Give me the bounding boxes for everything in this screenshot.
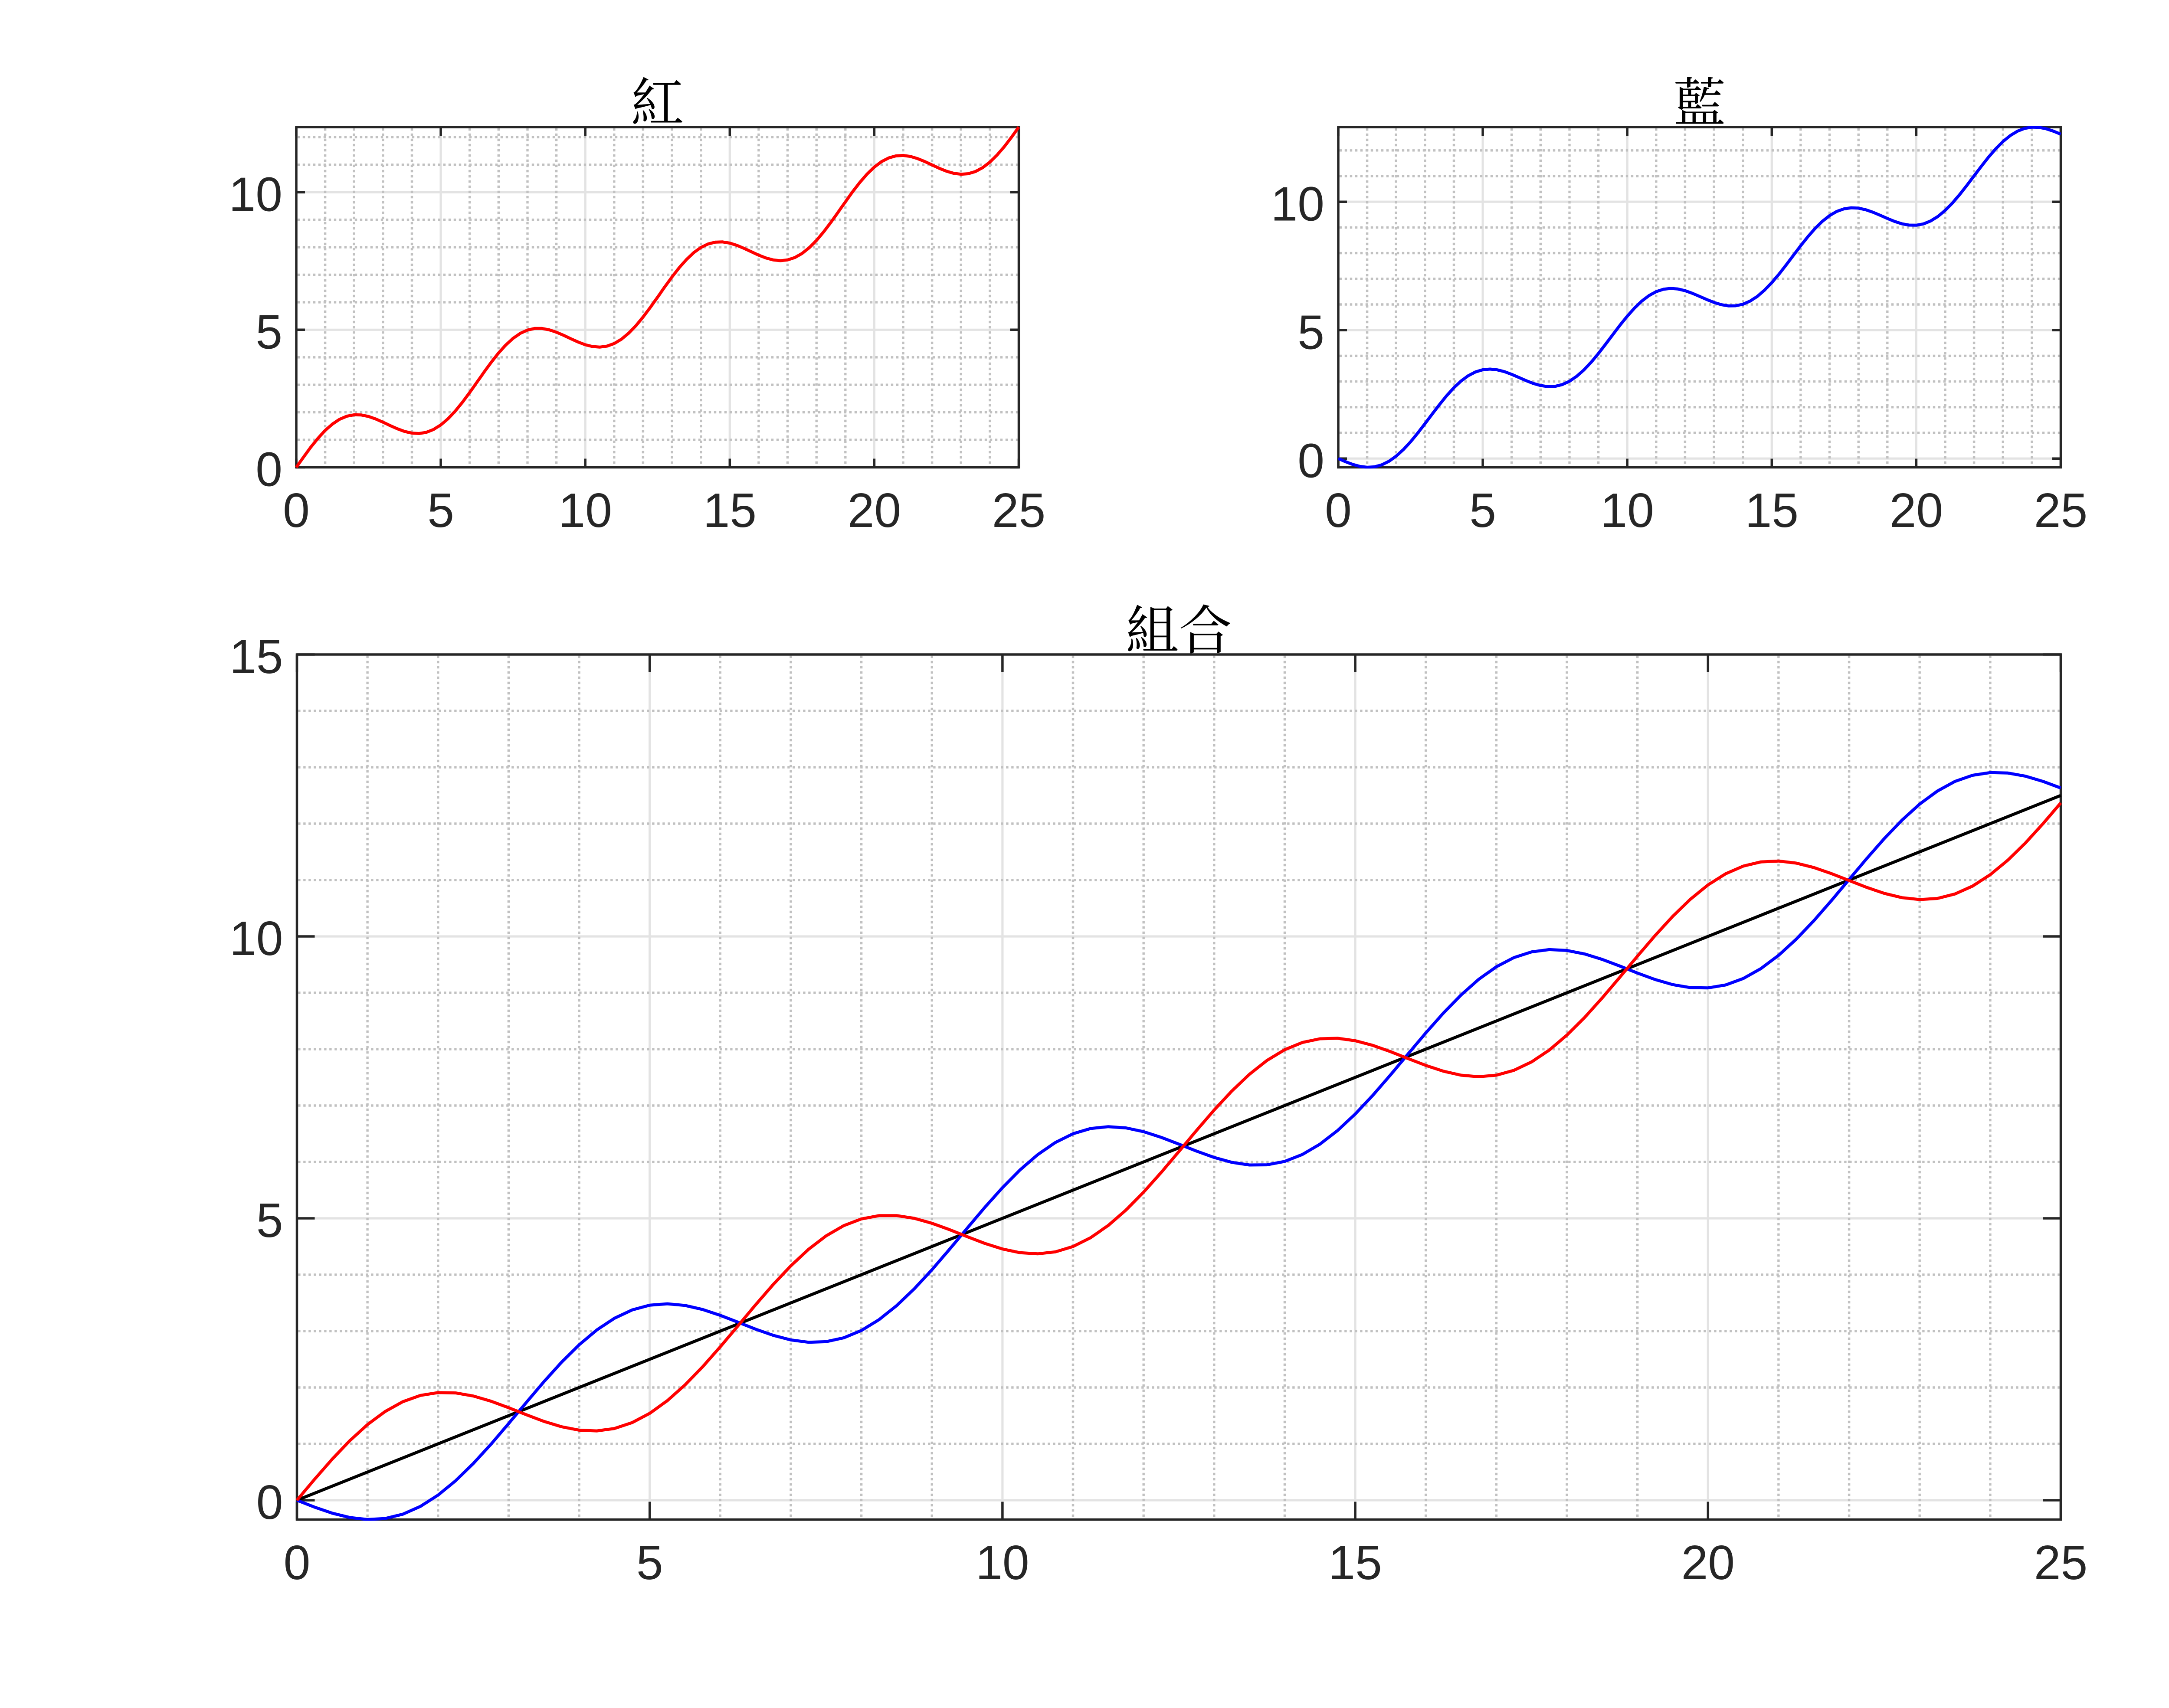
svg-text:5: 5 (1469, 484, 1496, 537)
svg-text:5: 5 (256, 305, 282, 359)
svg-text:20: 20 (1890, 484, 1943, 537)
svg-text:25: 25 (2034, 1536, 2087, 1590)
svg-text:15: 15 (229, 630, 283, 684)
svg-text:20: 20 (1681, 1536, 1735, 1590)
svg-text:0: 0 (256, 1476, 283, 1529)
svg-text:0: 0 (1297, 434, 1324, 488)
svg-text:10: 10 (1600, 484, 1654, 537)
svg-text:5: 5 (636, 1536, 663, 1590)
svg-text:0: 0 (284, 1536, 311, 1590)
svg-text:15: 15 (1328, 1536, 1382, 1590)
svg-text:0: 0 (283, 484, 310, 537)
svg-text:10: 10 (229, 167, 282, 221)
svg-text:10: 10 (558, 484, 612, 537)
svg-text:25: 25 (2034, 484, 2087, 537)
svg-text:25: 25 (992, 484, 1045, 537)
svg-text:10: 10 (1271, 177, 1324, 231)
svg-text:15: 15 (703, 484, 757, 537)
svg-text:5: 5 (427, 484, 454, 537)
svg-text:0: 0 (256, 443, 282, 497)
svg-text:5: 5 (1297, 305, 1324, 359)
svg-text:0: 0 (1325, 484, 1352, 537)
svg-text:10: 10 (229, 912, 283, 965)
svg-text:15: 15 (1745, 484, 1799, 537)
svg-text:20: 20 (848, 484, 901, 537)
svg-text:10: 10 (976, 1536, 1029, 1590)
svg-text:5: 5 (256, 1194, 283, 1247)
